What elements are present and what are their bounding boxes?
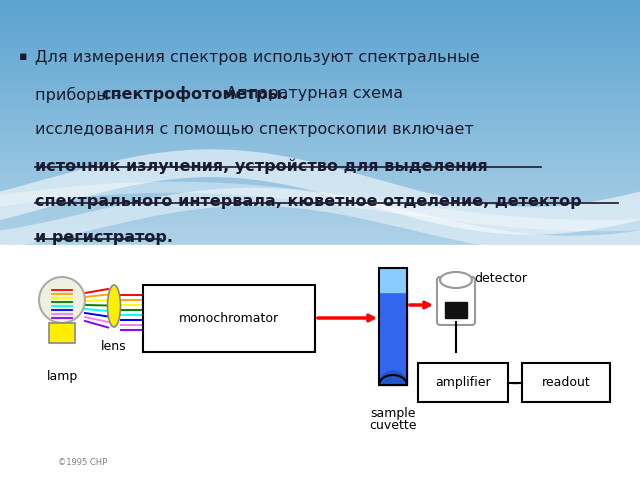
Text: приборы –: приборы – xyxy=(35,86,127,103)
Text: –: – xyxy=(511,377,518,392)
Text: lens: lens xyxy=(101,340,127,353)
Text: sample: sample xyxy=(371,407,416,420)
Circle shape xyxy=(39,277,85,323)
Text: спектрофотометры.: спектрофотометры. xyxy=(102,86,289,102)
Text: Аппаратурная схема: Аппаратурная схема xyxy=(221,86,404,101)
Text: источник излучения, устройство для выделения: источник излучения, устройство для выдел… xyxy=(35,158,488,174)
Text: lamp: lamp xyxy=(46,370,77,383)
Bar xyxy=(49,323,75,343)
Bar xyxy=(143,285,315,352)
Text: исследования с помощью спектроскопии включает: исследования с помощью спектроскопии вкл… xyxy=(35,122,474,137)
Bar xyxy=(445,302,467,318)
Bar xyxy=(379,268,407,385)
Text: ©1995 CHP: ©1995 CHP xyxy=(58,458,108,467)
Text: readout: readout xyxy=(541,376,590,389)
Text: и регистратор.: и регистратор. xyxy=(35,230,173,245)
Bar xyxy=(0,245,640,480)
Text: Для измерения спектров используют спектральные: Для измерения спектров используют спектр… xyxy=(35,50,480,65)
Bar xyxy=(522,363,610,402)
Ellipse shape xyxy=(108,285,120,327)
Text: cuvette: cuvette xyxy=(369,419,417,432)
Text: amplifier: amplifier xyxy=(435,376,491,389)
Bar xyxy=(0,247,640,480)
Wedge shape xyxy=(379,371,407,385)
Text: спектрального интервала, кюветное отделение, детектор: спектрального интервала, кюветное отделе… xyxy=(35,194,582,209)
Bar xyxy=(418,363,508,402)
Text: ▪: ▪ xyxy=(19,50,28,63)
Bar xyxy=(379,268,407,292)
Ellipse shape xyxy=(440,272,472,288)
Text: monochromator: monochromator xyxy=(179,312,279,325)
Text: detector: detector xyxy=(474,272,527,285)
FancyBboxPatch shape xyxy=(437,277,475,325)
Bar xyxy=(379,290,407,385)
